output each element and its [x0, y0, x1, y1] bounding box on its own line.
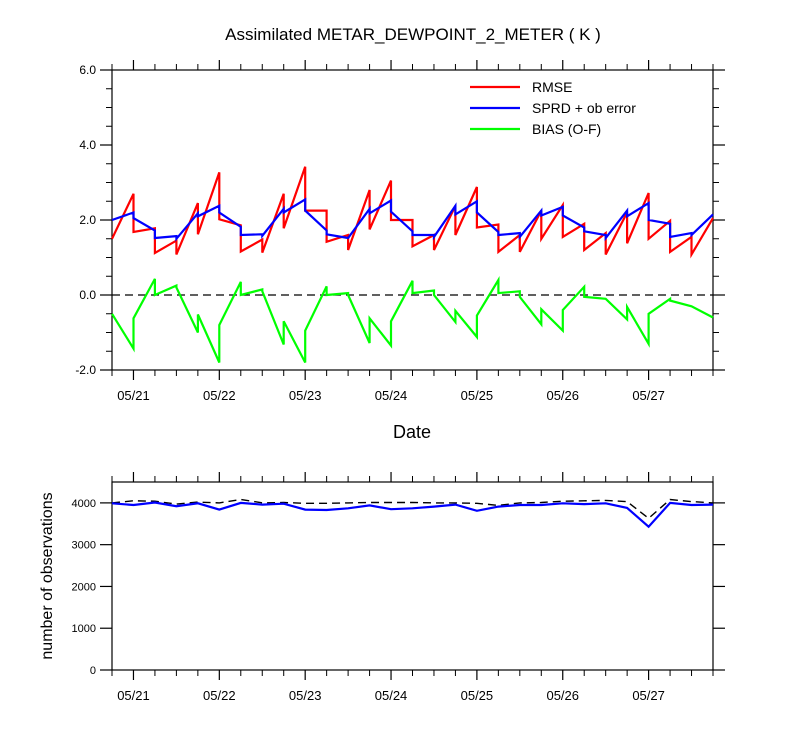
bottom-y-tick-label: 4000 [72, 498, 96, 510]
top-y-tick-label: 6.0 [79, 63, 96, 77]
legend-label: BIAS (O-F) [532, 121, 601, 137]
series-line-rmse [111, 166, 714, 259]
chart-title: Assimilated METAR_DEWPOINT_2_METER ( K ) [225, 25, 601, 44]
top-x-tick-label: 05/26 [546, 388, 579, 403]
legend-label: RMSE [532, 79, 572, 95]
bottom-y-tick-label: 3000 [72, 540, 96, 552]
observations-possible-line [111, 498, 714, 520]
bottom-y-tick-label: 1000 [72, 623, 96, 635]
top-x-tick-label: 05/27 [632, 388, 665, 403]
top-x-tick-label: 05/22 [203, 388, 236, 403]
series-line-sprd-ob-error [111, 197, 714, 242]
bottom-x-tick-label: 05/23 [289, 688, 322, 703]
top-y-tick-label: 2.0 [79, 213, 96, 227]
bottom-y-tick-label: 0 [90, 665, 96, 677]
bottom-x-tick-label: 05/26 [546, 688, 579, 703]
top-x-tick-label: 05/25 [461, 388, 494, 403]
top-x-tick-label: 05/21 [117, 388, 150, 403]
observations-assimilated-line [111, 501, 714, 529]
series-line-bias-o-f [111, 276, 714, 364]
bottom-x-tick-label: 05/21 [117, 688, 150, 703]
top-x-tick-label: 05/23 [289, 388, 322, 403]
top-y-tick-label: -2.0 [75, 363, 96, 377]
bottom-x-tick-label: 05/27 [632, 688, 665, 703]
bottom-x-tick-label: 05/25 [461, 688, 494, 703]
top-x-tick-label: 05/24 [375, 388, 408, 403]
x-axis-label: Date [393, 422, 431, 442]
top-y-tick-label: 0.0 [79, 288, 96, 302]
top-panel: 05/21 05/22 05/23 05/24 05/25 05/26 05/27 -2.0 0… [75, 60, 725, 403]
bottom-x-tick-label: 05/22 [203, 688, 236, 703]
bottom-x-tick-label: 05/24 [375, 688, 408, 703]
top-y-tick-label: 4.0 [79, 138, 96, 152]
y-axis-label-observations: number of observations [39, 492, 56, 659]
legend-label: SPRD + ob error [532, 100, 636, 116]
bottom-y-tick-label: 2000 [72, 581, 96, 593]
bottom-frame [111, 481, 714, 671]
bottom-panel: 05/21 05/22 05/23 05/24 05/25 05/26 05/27 0 1000… [72, 472, 725, 703]
